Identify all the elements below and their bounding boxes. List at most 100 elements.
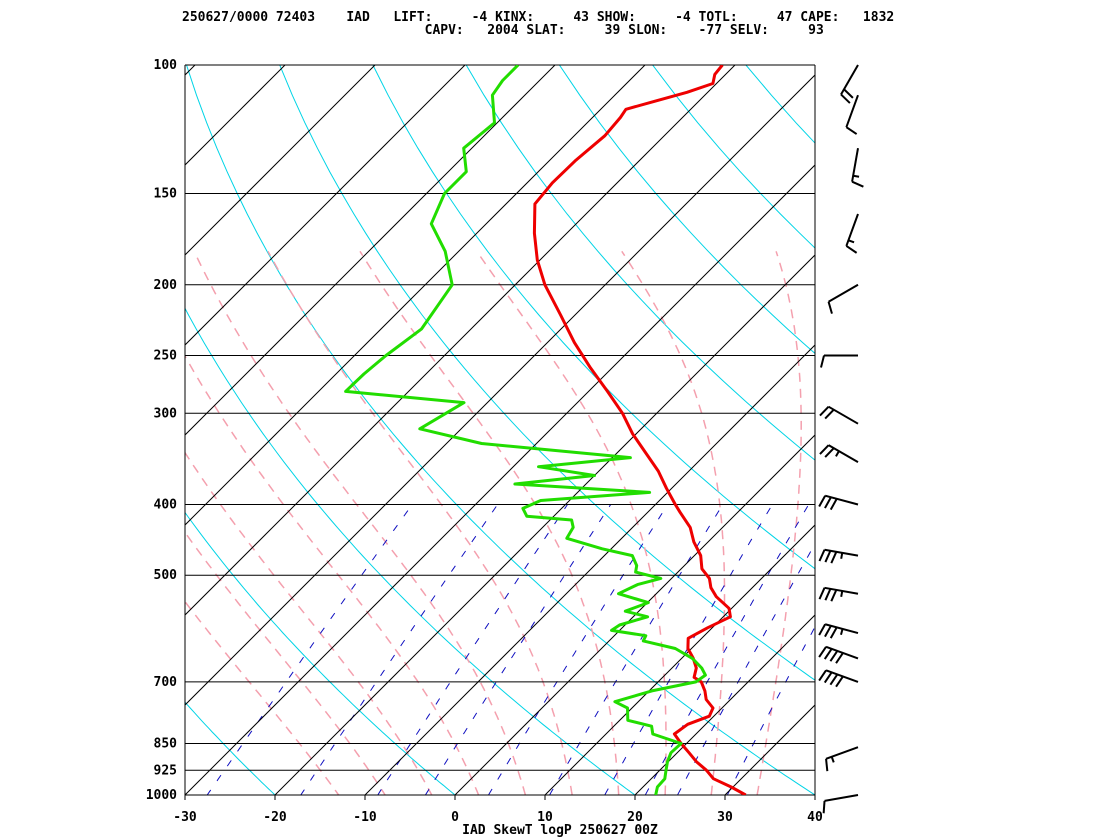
pressure-tick-label: 700 — [154, 675, 178, 690]
wind-barb-flag — [825, 758, 829, 772]
wind-barb — [818, 548, 859, 564]
pressure-tick-labels: 100 150 200 250 300 400 500 700 850 925 1000 — [146, 58, 177, 803]
wind-barb-flag — [824, 408, 835, 420]
wind-barb-staff — [824, 794, 859, 802]
wind-barb — [827, 283, 859, 314]
wind-barb-flag — [818, 669, 827, 682]
isotherm-line — [364, 344, 815, 795]
temperature-profile-line — [532, 65, 747, 795]
wind-barb-flag — [822, 800, 826, 814]
temperature-tick-label: -20 — [263, 810, 287, 825]
wind-barb-flag — [820, 355, 825, 368]
wind-barb-flag — [818, 549, 826, 562]
pressure-tick-label: 925 — [154, 763, 177, 778]
isotherm-line — [814, 794, 815, 795]
temperature-tick-label: 40 — [807, 810, 823, 825]
dry-adiabat-line — [185, 701, 276, 795]
wind-barb-flag — [835, 652, 844, 664]
mixing-ratio-line — [726, 625, 815, 795]
wind-barb-flag — [824, 588, 832, 601]
isotherm-line — [185, 65, 286, 166]
pressure-tick-label: 250 — [154, 348, 178, 363]
wind-barb-flag — [829, 498, 838, 511]
temperature-tick-label: 20 — [627, 810, 643, 825]
wind-barb-half-flag — [840, 628, 844, 635]
header-line-1: 250627/0000 72403 IAD LIFT: -4 KINX: 43 … — [182, 10, 895, 25]
wind-barb — [851, 148, 864, 188]
isotherm-line — [185, 65, 646, 526]
moist-adiabat-line — [193, 250, 527, 795]
wind-barb-staff — [845, 94, 859, 128]
wind-barb-flag — [819, 444, 830, 455]
dry-adiabat-line — [651, 65, 815, 249]
isotherm-line — [0, 32, 138, 811]
moist-adiabat-line — [621, 250, 726, 795]
wind-barb — [845, 213, 859, 254]
wind-barb-flag — [845, 126, 858, 135]
wind-barb-flag — [829, 626, 838, 639]
wind-barb — [818, 586, 859, 602]
wind-barb — [820, 354, 858, 368]
wind-barb-flag — [830, 589, 838, 602]
wind-barb-half-flag — [840, 590, 844, 598]
header-line-2: CAPV: 2004 SLAT: 39 SLON: -77 SELV: 93 — [182, 23, 824, 38]
wind-barb-flag — [818, 495, 827, 508]
pressure-tick-label: 400 — [154, 498, 178, 513]
wind-barb-flag — [843, 88, 854, 99]
mixing-ratio-line — [487, 504, 669, 795]
wind-barb-half-flag — [830, 756, 835, 763]
wind-barb-half-flag — [852, 174, 860, 178]
wind-barb-flag — [830, 551, 838, 564]
wind-barb-staff — [825, 746, 859, 760]
temperature-tick-label: 10 — [537, 810, 553, 825]
sounding-profiles — [344, 65, 747, 795]
isotherms — [0, 32, 815, 811]
pressure-tick-label: 150 — [154, 187, 178, 202]
dry-adiabat-line — [185, 511, 456, 795]
moist-adiabat-line — [185, 600, 340, 795]
moist-adiabats — [185, 250, 802, 795]
isotherm-line — [185, 74, 815, 706]
pressure-tick-label: 500 — [154, 568, 178, 583]
dry-adiabat-line — [185, 65, 815, 795]
wind-barb-flag — [823, 648, 833, 660]
wind-barb-flag — [851, 180, 864, 188]
isotherm-line — [724, 704, 815, 795]
wind-barb-flag — [835, 675, 844, 688]
isotherm-line — [634, 614, 815, 795]
dry-adiabat-line — [991, 32, 1120, 811]
moist-adiabat-line — [185, 451, 433, 795]
wind-barbs — [818, 64, 864, 814]
moist-adiabat-line — [185, 354, 480, 795]
wind-barb — [818, 494, 859, 511]
isotherm-line — [185, 65, 376, 256]
wind-barb-flag — [818, 623, 827, 636]
wind-barb — [818, 645, 859, 664]
moist-adiabat-line — [756, 251, 802, 795]
wind-barb-flag — [819, 405, 830, 417]
pressure-tick-label: 200 — [154, 278, 178, 293]
isotherm-line — [0, 32, 48, 811]
isotherm-line — [274, 254, 815, 795]
wind-barb-flag — [840, 93, 851, 104]
wind-barb-flag — [829, 673, 839, 686]
isotherm-line — [454, 434, 815, 795]
wind-barb — [845, 94, 859, 135]
mixing-ratio-line — [300, 504, 499, 795]
mixing-ratio-line — [424, 504, 612, 795]
dry-adiabat-line — [465, 65, 815, 461]
wind-barb — [819, 444, 859, 464]
isotherm-line — [185, 65, 466, 346]
wind-barb — [840, 64, 859, 104]
temperature-tick-label: -10 — [353, 810, 377, 825]
temperature-tick-labels: -30 -20 -10 0 10 20 30 40 — [173, 795, 823, 825]
dry-adiabat-line — [810, 32, 1120, 811]
chart-footer-title: IAD SkewT logP 250627 00Z — [462, 823, 658, 838]
wind-barb — [818, 669, 859, 688]
wind-barb-flag — [829, 650, 839, 662]
mixing-ratio-lines — [206, 504, 815, 795]
pressure-tick-label: 850 — [154, 736, 178, 751]
wind-barb — [825, 746, 859, 772]
wind-barb — [819, 405, 859, 425]
pressure-tick-label: 300 — [154, 406, 178, 421]
